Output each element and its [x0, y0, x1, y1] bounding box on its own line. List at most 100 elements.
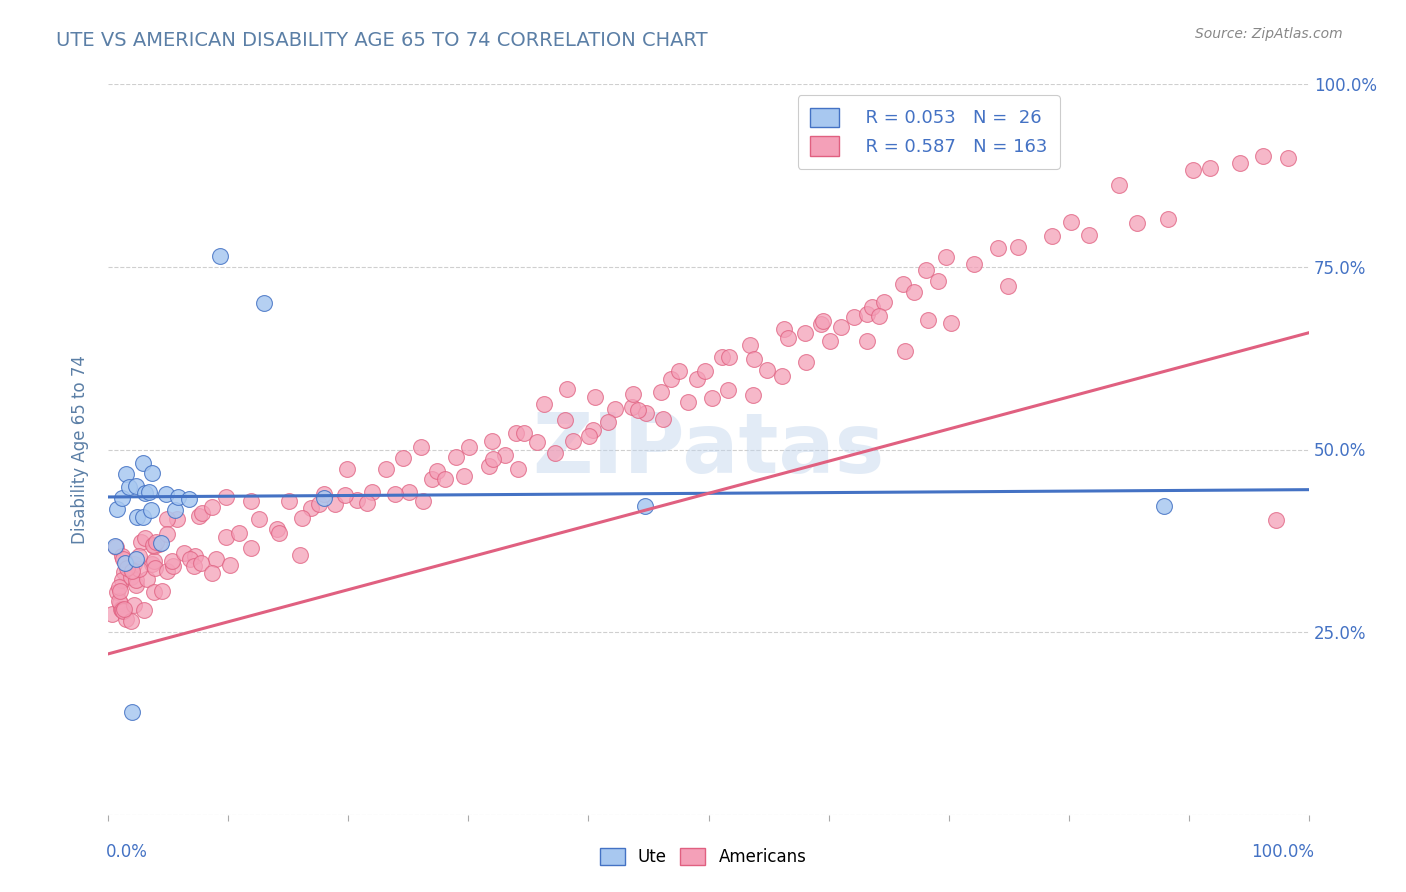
Point [100, 607, 122, 621]
Point [173, 546, 195, 560]
Point [120, 570, 142, 584]
Point [811, 314, 834, 328]
Point [148, 537, 170, 551]
Point [108, 596, 131, 610]
Point [903, 285, 925, 299]
Point [1182, 162, 1205, 177]
Point [145, 534, 167, 549]
Point [143, 554, 166, 568]
Point [160, 554, 183, 568]
Point [1277, 151, 1299, 165]
Point [360, 485, 382, 500]
Point [132, 456, 155, 470]
Point [1157, 212, 1180, 227]
Point [772, 369, 794, 384]
Point [544, 446, 567, 460]
Point [860, 300, 883, 314]
Point [142, 538, 165, 552]
Point [810, 317, 832, 331]
Point [1040, 229, 1063, 244]
Point [125, 574, 148, 588]
Point [935, 250, 957, 264]
Point [115, 612, 138, 626]
Point [201, 500, 224, 515]
Point [156, 512, 179, 526]
Point [323, 497, 346, 511]
Point [105, 584, 128, 599]
Point [384, 486, 406, 500]
Point [627, 403, 650, 417]
Point [650, 385, 672, 400]
Point [398, 485, 420, 500]
Point [987, 241, 1010, 255]
Point [110, 491, 132, 505]
Point [115, 467, 138, 481]
Point [166, 511, 188, 525]
Point [111, 549, 134, 564]
Point [128, 549, 150, 564]
Point [668, 364, 690, 378]
Point [105, 501, 128, 516]
Point [997, 279, 1019, 293]
Point [267, 525, 290, 540]
Point [132, 603, 155, 617]
Point [110, 602, 132, 616]
Point [218, 558, 240, 572]
Text: Source: ZipAtlas.com: Source: ZipAtlas.com [1195, 27, 1343, 41]
Point [121, 564, 143, 578]
Point [179, 552, 201, 566]
Point [444, 450, 467, 465]
Point [124, 578, 146, 592]
Point [582, 423, 605, 437]
Point [820, 334, 842, 348]
Point [562, 434, 585, 449]
Point [111, 552, 134, 566]
Point [1077, 228, 1099, 243]
Point [578, 429, 600, 443]
Point [136, 572, 159, 586]
Point [141, 467, 163, 481]
Point [716, 383, 738, 397]
Point [1007, 240, 1029, 254]
Point [104, 540, 127, 554]
Point [411, 440, 433, 454]
Point [120, 614, 142, 628]
Point [132, 509, 155, 524]
Point [830, 319, 852, 334]
Point [121, 705, 143, 719]
Point [346, 492, 368, 507]
Point [143, 561, 166, 575]
Point [104, 539, 127, 553]
Point [420, 471, 443, 485]
Point [457, 440, 479, 454]
Point [167, 490, 190, 504]
Point [124, 557, 146, 571]
Point [111, 573, 134, 587]
Point [156, 564, 179, 578]
Point [184, 549, 207, 563]
Point [794, 326, 817, 340]
Point [125, 479, 148, 493]
Point [228, 525, 250, 540]
Point [163, 503, 186, 517]
Point [128, 562, 150, 576]
Point [636, 406, 658, 420]
Point [134, 532, 156, 546]
Point [603, 401, 626, 416]
Point [686, 372, 709, 386]
Point [868, 309, 890, 323]
Point [891, 277, 914, 292]
Point [142, 540, 165, 554]
Point [162, 558, 184, 573]
Point [583, 390, 606, 404]
Point [290, 548, 312, 562]
Point [134, 486, 156, 500]
Point [598, 415, 620, 429]
Point [453, 468, 475, 483]
Point [742, 388, 765, 402]
Point [125, 552, 148, 566]
Point [118, 480, 141, 494]
Point [1126, 216, 1149, 230]
Point [533, 397, 555, 411]
Point [962, 257, 984, 271]
